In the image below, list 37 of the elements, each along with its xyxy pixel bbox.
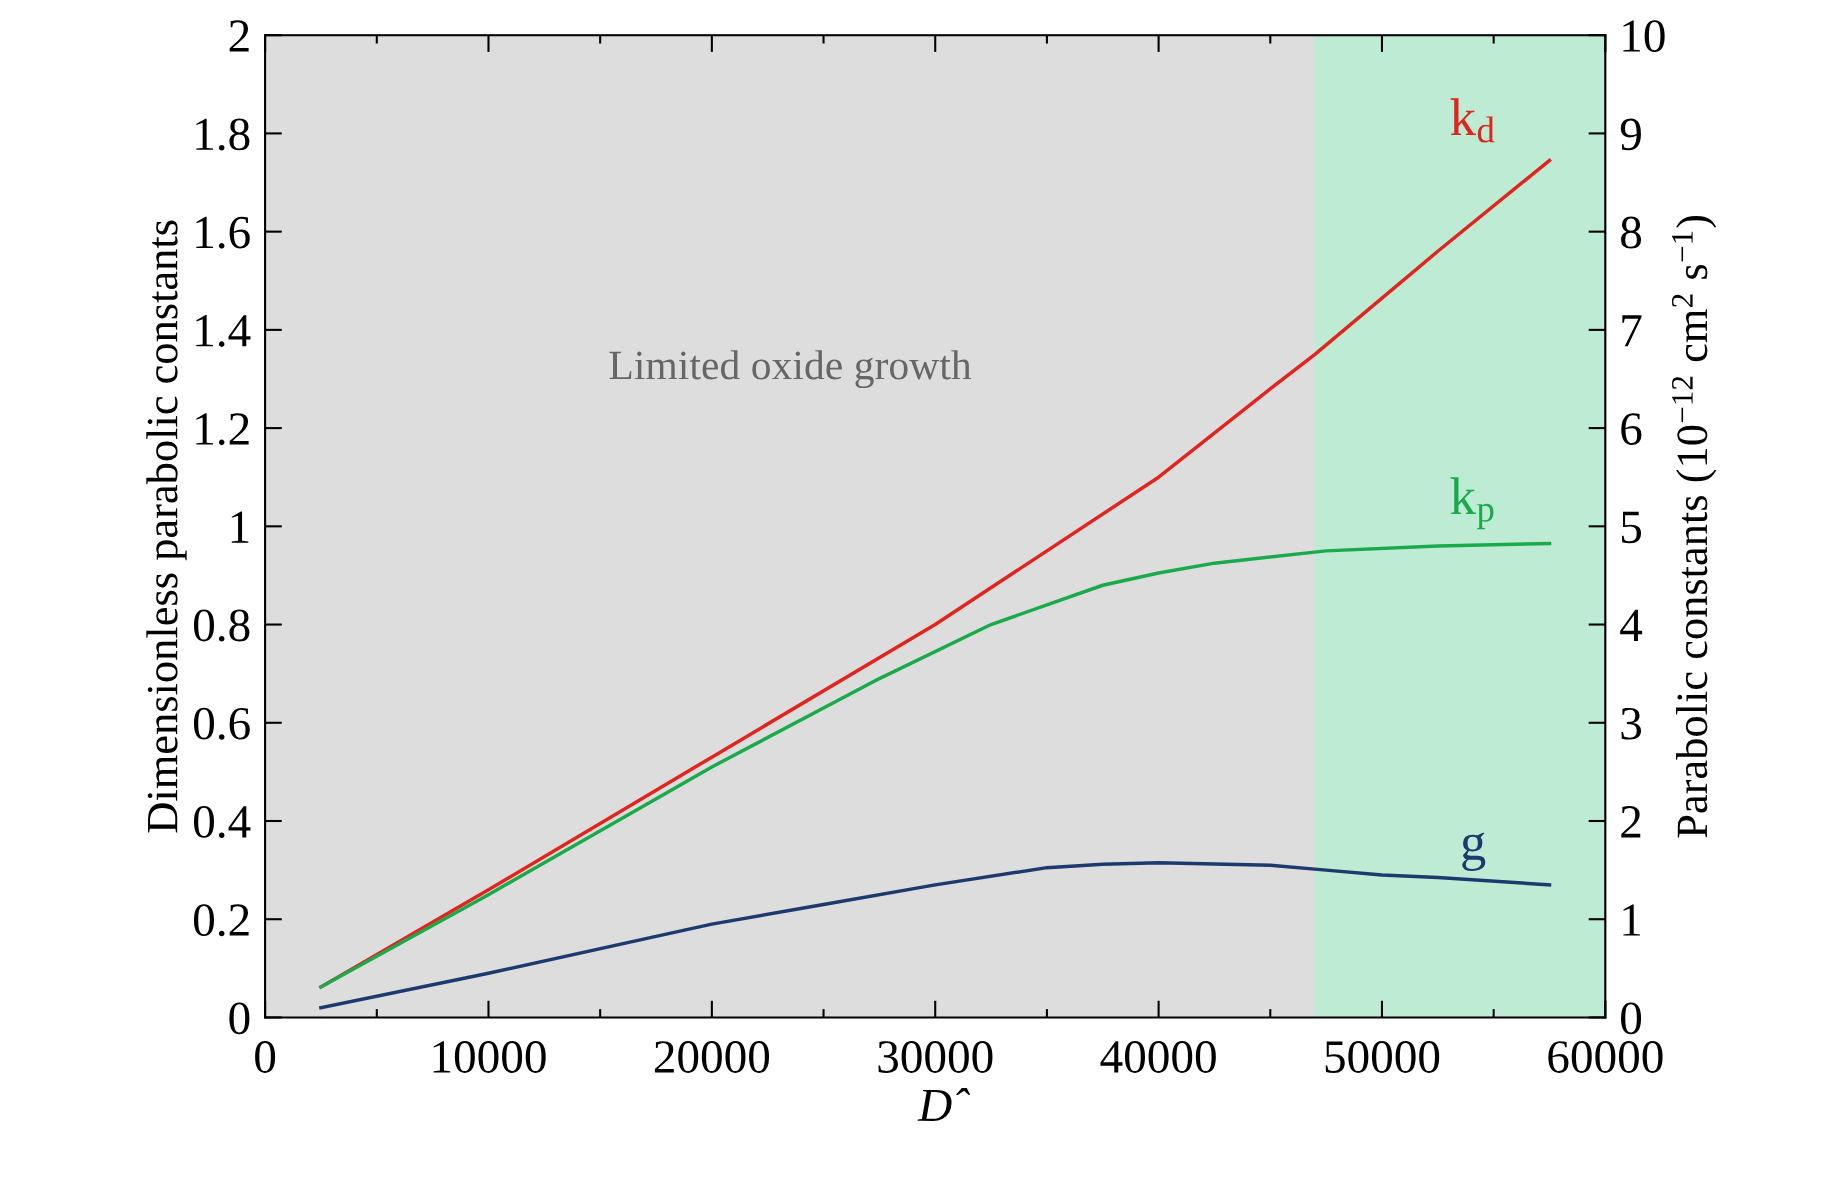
x-tick-label: 10000 <box>433 1041 546 1073</box>
x-tick-label: 20000 <box>654 1041 770 1073</box>
y-tick-label: 0.4 <box>193 805 251 839</box>
y-tick-label: 1 <box>231 511 249 543</box>
y2-tick-label: 10 <box>1623 20 1665 53</box>
line-series <box>319 541 1552 989</box>
series-label: k$_{d}$ <box>1450 98 1495 143</box>
y-axis-title: Dimensionless parabolic constants <box>146 220 187 833</box>
y-tick-label: 0.2 <box>193 904 249 937</box>
y-tick-label: 0 <box>229 1002 250 1035</box>
y-tick-label: 1.4 <box>196 315 251 347</box>
y2-tick-label: 1 <box>1623 904 1641 936</box>
y2-axis-title: Parabolic constants (10$^{−12}$ cm$^{2}$ s$^{−1}$) <box>1672 215 1717 838</box>
y2-tick-label: 7 <box>1622 315 1642 347</box>
band-label: Limited oxide growth <box>609 350 972 389</box>
y-tick-label: 2 <box>229 20 249 52</box>
x-axis-title: D̂ <box>917 1087 970 1121</box>
y2-tick-label: 0 <box>1621 1002 1642 1035</box>
y2-tick-label: 5 <box>1621 511 1642 544</box>
y2-tick-label: 2 <box>1621 806 1641 838</box>
x-tick-label: 40000 <box>1100 1041 1216 1073</box>
x-tick-label: 50000 <box>1325 1041 1440 1073</box>
series-label: g <box>1462 832 1486 871</box>
x-tick-label: 60000 <box>1548 1041 1663 1073</box>
y-tick-label: 0.8 <box>193 609 250 642</box>
y-tick-label: 1.8 <box>196 118 250 151</box>
x-tick-label: 0 <box>255 1041 276 1073</box>
y2-tick-label: 8 <box>1621 216 1642 249</box>
y-tick-label: 1.2 <box>196 413 249 446</box>
series-label: k$_{p}$ <box>1450 477 1494 530</box>
y2-tick-label: 3 <box>1621 707 1642 740</box>
y2-tick-label: 6 <box>1621 413 1642 445</box>
y-tick-label: 1.6 <box>196 216 250 249</box>
y-tick-label: 0.6 <box>193 707 250 740</box>
x-tick-label: 30000 <box>878 1041 993 1073</box>
y2-tick-label: 4 <box>1620 609 1643 641</box>
y2-tick-label: 9 <box>1620 118 1641 151</box>
